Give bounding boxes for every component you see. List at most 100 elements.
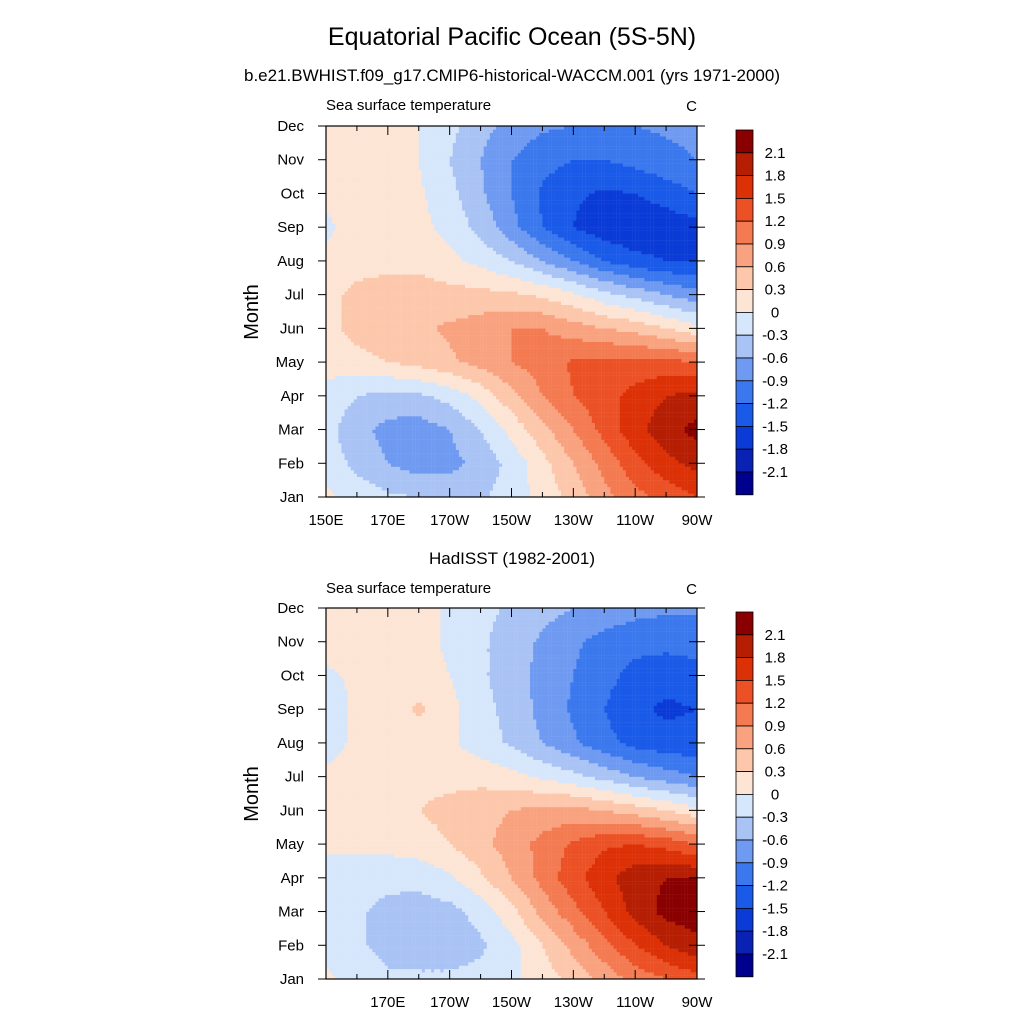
heatmap-cell — [387, 473, 392, 477]
heatmap-cell — [653, 385, 657, 390]
heatmap-cell — [591, 362, 596, 366]
heatmap-cell — [656, 372, 661, 376]
heatmap-cell — [486, 449, 491, 454]
heatmap-cell — [635, 422, 639, 427]
heatmap-cell — [390, 409, 395, 413]
heatmap-cell — [431, 480, 435, 484]
heatmap-cell — [616, 426, 620, 430]
heatmap-cell — [437, 473, 441, 477]
heatmap-cell — [338, 405, 342, 410]
heatmap-cell — [397, 446, 401, 450]
heatmap-cell — [360, 358, 364, 363]
heatmap-cell — [338, 456, 342, 461]
heatmap-cell — [492, 422, 497, 427]
heatmap-cell — [604, 399, 608, 403]
heatmap-cell — [505, 399, 509, 403]
heatmap-cell — [366, 392, 370, 397]
heatmap-cell — [588, 409, 593, 413]
heatmap-cell — [610, 382, 614, 386]
heatmap-cell — [369, 466, 373, 471]
heatmap-cell — [545, 399, 549, 403]
heatmap-cell — [329, 362, 333, 366]
heatmap-cell — [477, 449, 481, 454]
heatmap-cell — [449, 368, 453, 373]
heatmap-cell — [483, 409, 487, 413]
heatmap-cell — [443, 382, 447, 386]
heatmap-cell — [443, 372, 447, 376]
heatmap-cell — [536, 473, 540, 477]
heatmap-cell — [598, 466, 602, 471]
heatmap-cell — [338, 378, 342, 383]
heatmap-cell — [622, 439, 627, 444]
heatmap-cell — [378, 483, 382, 488]
heatmap-cell — [554, 392, 559, 397]
heatmap-cell — [647, 490, 651, 494]
heatmap-cell — [397, 416, 401, 420]
heatmap-cell — [338, 399, 342, 403]
heatmap-cell — [363, 493, 367, 497]
heatmap-cell — [684, 358, 688, 363]
heatmap-cell — [353, 480, 358, 484]
heatmap-cell — [360, 473, 364, 477]
heatmap-cell — [653, 375, 657, 380]
heatmap-cell — [579, 368, 583, 373]
heatmap-cell — [431, 419, 435, 424]
heatmap-cell — [672, 368, 676, 373]
heatmap-cell — [628, 453, 633, 457]
heatmap-cell — [560, 358, 565, 363]
heatmap-cell — [443, 470, 447, 474]
heatmap-cell — [403, 382, 407, 386]
heatmap-cell — [628, 416, 633, 420]
heatmap-cell — [492, 446, 497, 450]
heatmap-cell — [669, 372, 673, 376]
heatmap-cell — [613, 470, 617, 474]
heatmap-cell — [403, 476, 407, 481]
heatmap-cell — [502, 355, 506, 359]
heatmap-cell — [496, 463, 500, 467]
heatmap-cell — [384, 395, 389, 400]
heatmap-cell — [449, 470, 453, 474]
heatmap-cell — [496, 409, 500, 413]
heatmap-cell — [628, 358, 633, 363]
heatmap-cell — [523, 466, 528, 471]
heatmap-cell — [533, 402, 537, 407]
heatmap-cell — [530, 416, 534, 420]
heatmap-cell — [480, 432, 484, 437]
heatmap-cell — [669, 399, 673, 403]
heatmap-cell — [428, 466, 432, 471]
heatmap-cell — [536, 449, 540, 454]
heatmap-cell — [594, 466, 599, 471]
heatmap-cell — [681, 459, 685, 464]
heatmap-cell — [341, 368, 345, 373]
heatmap-cell — [545, 375, 549, 380]
heatmap-cell — [601, 480, 605, 484]
heatmap-cell — [474, 456, 478, 461]
heatmap-cell — [424, 392, 429, 397]
heatmap-cell — [557, 443, 562, 447]
heatmap-cell — [514, 466, 518, 471]
heatmap-cell — [554, 385, 559, 390]
heatmap-cell — [502, 399, 506, 403]
heatmap-cell — [632, 365, 636, 370]
heatmap-cell — [539, 439, 543, 444]
heatmap-cell — [409, 375, 413, 380]
heatmap-cell — [610, 426, 614, 430]
heatmap-cell — [659, 405, 664, 410]
heatmap-cell — [394, 395, 398, 400]
heatmap-cell — [421, 473, 426, 477]
heatmap-cell — [492, 466, 497, 471]
heatmap-cell — [632, 439, 636, 444]
heatmap-cell — [492, 405, 497, 410]
heatmap-cell — [616, 443, 620, 447]
heatmap-cell — [598, 365, 602, 370]
heatmap-cell — [508, 412, 512, 417]
heatmap-cell — [530, 365, 534, 370]
heatmap-cell — [375, 372, 379, 376]
heatmap-cell — [585, 473, 589, 477]
heatmap-cell — [678, 486, 682, 491]
heatmap-cell — [582, 365, 586, 370]
heatmap-cell — [545, 466, 549, 471]
heatmap-cell — [412, 459, 416, 464]
heatmap-cell — [539, 399, 543, 403]
heatmap-cell — [452, 409, 457, 413]
